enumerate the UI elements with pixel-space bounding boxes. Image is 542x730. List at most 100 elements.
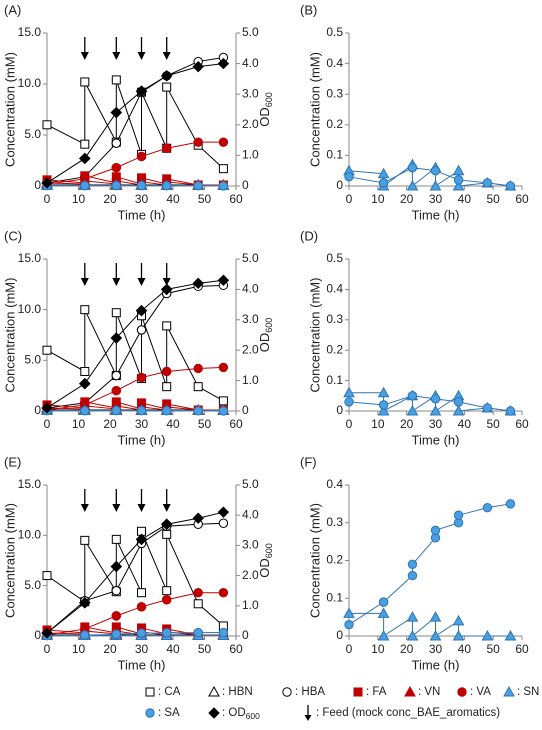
marker (482, 178, 493, 188)
series-line (46, 56, 224, 184)
marker (217, 57, 230, 70)
feed-arrow-head (112, 278, 121, 286)
y-tick-label: 0.2 (326, 553, 343, 567)
y-tick-label: 10.0 (18, 76, 42, 90)
x-tick-label: 60 (515, 417, 529, 431)
x-tick-label: 40 (458, 642, 472, 656)
marker (193, 363, 203, 374)
marker (136, 405, 147, 416)
x-tick-label: 60 (229, 417, 243, 431)
x-tick-label: 10 (72, 192, 86, 206)
marker (343, 607, 355, 618)
legend-label: : VN (418, 686, 440, 698)
marker (136, 602, 147, 612)
x-tick-label: 0 (346, 642, 353, 656)
x-tick-label: 10 (371, 642, 385, 656)
y2-tick-label: 0 (242, 178, 249, 192)
y-tick-label: 5.0 (24, 127, 41, 141)
marker (430, 394, 441, 404)
y2-tick-label: 5.0 (242, 477, 259, 491)
y2-tick-label: 4.0 (242, 507, 259, 521)
x-tick-label: 20 (400, 642, 414, 656)
marker (217, 506, 230, 518)
y2-tick-label: 4.0 (242, 282, 259, 296)
marker (111, 534, 121, 544)
y2-tick-label: 2.0 (242, 568, 259, 582)
feed-arrow (112, 489, 121, 512)
marker (218, 137, 229, 147)
y2-tick-label: 5.0 (242, 251, 259, 265)
marker (504, 629, 517, 641)
y2-title-sub: 600 (264, 543, 274, 558)
marker (80, 305, 90, 315)
x-tick-label: 60 (515, 642, 529, 656)
marker (162, 143, 172, 153)
legend-text: : FA (366, 686, 387, 698)
marker (453, 397, 464, 407)
y2-tick-label: 0 (242, 628, 249, 642)
feed-arrow-head (112, 504, 121, 512)
marker (80, 535, 90, 545)
marker (344, 397, 354, 407)
marker (192, 277, 204, 290)
y-axis-title: Concentration (mM) (307, 278, 322, 393)
marker (160, 70, 173, 82)
y-tick-label: 0.3 (326, 86, 343, 100)
feed-arrow-head (162, 278, 171, 286)
y2-axis-title: OD600 (257, 92, 274, 127)
marker (406, 629, 419, 641)
panel-label: (A) (4, 2, 21, 17)
y2-title-sub: 600 (264, 92, 274, 107)
x-tick-label: 30 (135, 192, 149, 206)
marker (353, 687, 363, 697)
arrow (304, 705, 312, 721)
y-tick-label: 0.5 (326, 251, 343, 265)
marker (111, 405, 122, 416)
feed-arrow (162, 37, 171, 60)
x-tick-label: 40 (166, 417, 180, 431)
marker (452, 179, 465, 191)
feed-arrow (162, 263, 171, 286)
marker (80, 630, 90, 640)
y2-axis-title: OD600 (257, 543, 274, 578)
x-axis-title: Time (h) (412, 207, 460, 222)
marker (110, 560, 123, 573)
marker (41, 402, 53, 414)
marker (136, 325, 147, 335)
y-tick-label: 0.4 (326, 56, 343, 70)
y-tick-label: 5.0 (24, 353, 41, 367)
y2-tick-label: 3.0 (242, 312, 259, 326)
marker (406, 404, 419, 416)
x-tick-label: 20 (400, 417, 414, 431)
x-tick-label: 10 (371, 417, 385, 431)
marker (41, 627, 53, 639)
marker (218, 588, 229, 598)
x-tick-label: 10 (72, 417, 86, 431)
x-axis-title: Time (h) (118, 432, 166, 447)
marker (452, 629, 465, 641)
marker (452, 164, 465, 176)
marker (430, 525, 441, 535)
y-tick-label: 15.0 (18, 251, 42, 265)
y-tick-label: 0.3 (326, 515, 343, 529)
marker (377, 167, 390, 179)
marker (162, 366, 172, 377)
legend-label: : HBN (222, 686, 253, 698)
marker (429, 404, 442, 416)
marker (344, 619, 354, 630)
marker (218, 181, 229, 191)
legend-text: : HBA (295, 686, 325, 698)
marker (111, 611, 122, 621)
x-axis-title: Time (h) (118, 207, 166, 222)
arrow-head (304, 715, 312, 721)
marker (162, 529, 172, 539)
marker (111, 138, 122, 148)
marker (217, 274, 230, 286)
feed-arrow (162, 489, 171, 512)
marker (377, 607, 390, 618)
y-tick-label: 0 (336, 628, 343, 642)
marker (343, 386, 355, 398)
marker (80, 405, 90, 416)
x-tick-label: 50 (486, 417, 500, 431)
marker (482, 403, 493, 413)
